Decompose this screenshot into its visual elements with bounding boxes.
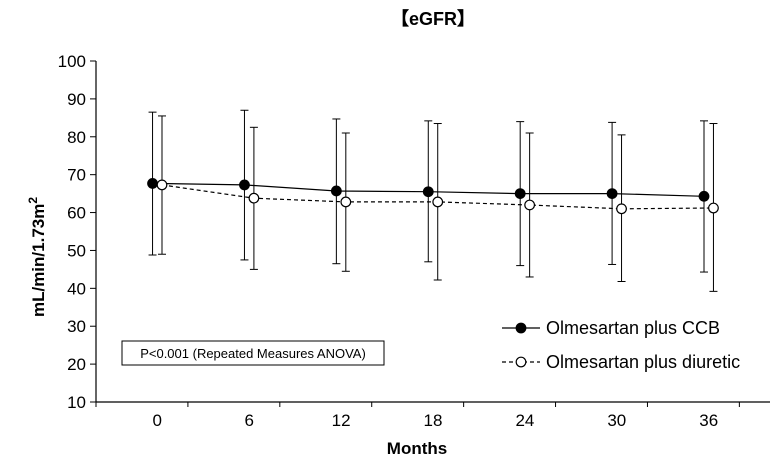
data-point-0 [330, 185, 342, 197]
y-tick-label: 20 [67, 355, 86, 374]
x-tick-label: 12 [332, 411, 351, 430]
y-axis: 10 20 30 40 50 60 70 80 90 100 [58, 52, 97, 412]
x-axis: 0 6 12 18 24 30 36 [95, 401, 770, 430]
y-tick-label: 40 [67, 279, 86, 298]
y-tick-label: 90 [67, 90, 86, 109]
data-point-0 [147, 177, 158, 189]
data-point-0 [422, 186, 434, 198]
legend-label-1: Olmesartan plus diuretic [546, 352, 740, 372]
data-point-0 [606, 188, 618, 200]
y-tick-label: 60 [67, 204, 86, 223]
annotation-frame [121, 340, 385, 366]
y-axis-label-text: mL/min/1.73m [29, 204, 48, 317]
x-tick-label: 24 [515, 411, 534, 430]
y-tick-label: 50 [67, 241, 86, 260]
y-tick-label: 100 [58, 52, 86, 71]
data-point-0 [698, 190, 710, 202]
legend-label-0: Olmesartan plus CCB [546, 318, 720, 338]
series-lines [152, 182, 714, 210]
data-point-1 [524, 199, 536, 211]
y-axis-label: mL/min/1.73m2 [26, 197, 48, 317]
y-tick-label: 80 [67, 128, 86, 147]
annotation-box: P<0.001 (Repeated Measures ANOVA) [121, 340, 385, 366]
chart-title: 【eGFR】 [391, 9, 475, 29]
data-point-0 [514, 188, 526, 200]
series-markers [147, 177, 719, 215]
x-tick-label: 36 [699, 411, 718, 430]
y-tick-label: 10 [67, 393, 86, 412]
data-point-1 [616, 203, 627, 215]
data-point-1 [248, 192, 260, 204]
y-tick-label: 30 [67, 317, 86, 336]
data-point-0 [239, 179, 250, 191]
y-axis-label-superscript: 2 [26, 197, 40, 204]
y-tick-label: 70 [67, 166, 86, 185]
data-point-1 [340, 196, 352, 208]
data-point-1 [156, 179, 168, 191]
x-tick-label: 6 [244, 411, 253, 430]
data-point-1 [432, 196, 444, 208]
annotation-text: P<0.001 (Repeated Measures ANOVA) [140, 346, 366, 361]
legend: Olmesartan plus CCB Olmesartan plus diure… [502, 318, 740, 372]
x-tick-label: 0 [153, 411, 162, 430]
legend-marker-0 [515, 322, 527, 334]
x-tick-label: 18 [424, 411, 443, 430]
x-tick-label: 30 [607, 411, 626, 430]
data-point-1 [708, 202, 719, 214]
x-axis-label: Months [387, 439, 447, 458]
legend-marker-1 [515, 356, 527, 368]
